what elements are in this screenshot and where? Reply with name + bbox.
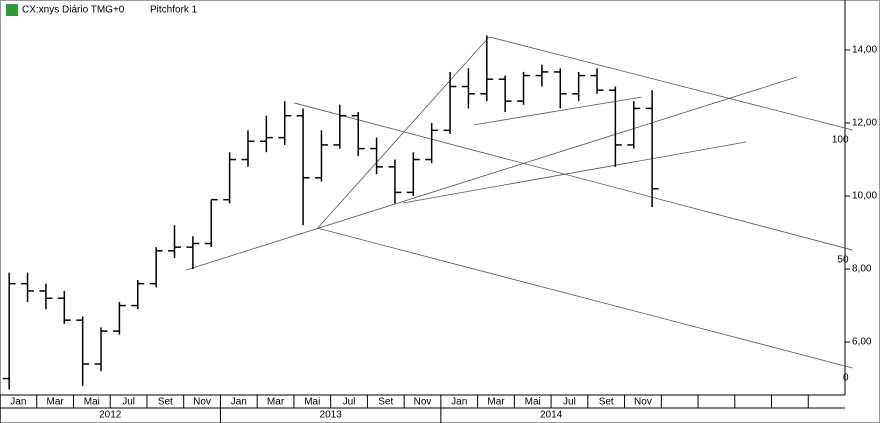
x-tick-label: Set bbox=[599, 397, 614, 408]
pitchfork-line bbox=[185, 76, 797, 271]
year-label: 2013 bbox=[320, 410, 343, 421]
study-label[interactable]: Pitchfork 1 bbox=[150, 5, 198, 16]
pitchfork-line bbox=[294, 102, 853, 251]
x-tick-label: Mar bbox=[267, 397, 285, 408]
x-tick-label: Nov bbox=[193, 397, 211, 408]
pitchfork-line bbox=[317, 227, 853, 369]
y-tick-label: 6,00 bbox=[852, 337, 872, 348]
x-tick-label: Nov bbox=[414, 397, 432, 408]
year-label: 2014 bbox=[540, 410, 563, 421]
x-tick-label: Jan bbox=[451, 397, 467, 408]
x-tick-label: Jan bbox=[10, 397, 26, 408]
symbol-icon[interactable] bbox=[6, 4, 18, 16]
year-label: 2012 bbox=[99, 410, 122, 421]
pitchfork-line bbox=[489, 36, 853, 131]
y-tick-label: 8,00 bbox=[852, 264, 872, 275]
x-tick-label: Jul bbox=[343, 397, 356, 408]
pitchfork-line bbox=[473, 96, 642, 126]
x-tick-label: Jul bbox=[563, 397, 576, 408]
x-tick-label: Set bbox=[378, 397, 393, 408]
x-tick-label: Mai bbox=[84, 397, 100, 408]
pitchfork-level-label: 50 bbox=[837, 255, 849, 266]
x-tick-label: Nov bbox=[634, 397, 652, 408]
y-tick-label: 14,00 bbox=[852, 45, 877, 56]
x-tick-label: Jan bbox=[231, 397, 247, 408]
symbol-label[interactable]: CX:xnys Diário TMG+0 bbox=[22, 5, 125, 16]
x-tick-label: Mai bbox=[304, 397, 320, 408]
x-tick-label: Jul bbox=[122, 397, 135, 408]
pitchfork-line bbox=[402, 141, 747, 204]
x-tick-label: Mar bbox=[487, 397, 505, 408]
y-tick-label: 12,00 bbox=[852, 118, 877, 129]
x-tick-label: Mai bbox=[525, 397, 541, 408]
y-tick-label: 10,00 bbox=[852, 191, 877, 202]
x-tick-label: Mar bbox=[46, 397, 64, 408]
pitchfork-level-label: 100 bbox=[832, 135, 849, 146]
pitchfork-line bbox=[317, 36, 490, 229]
x-tick-label: Set bbox=[158, 397, 173, 408]
pitchfork-level-label: 0 bbox=[843, 373, 849, 384]
